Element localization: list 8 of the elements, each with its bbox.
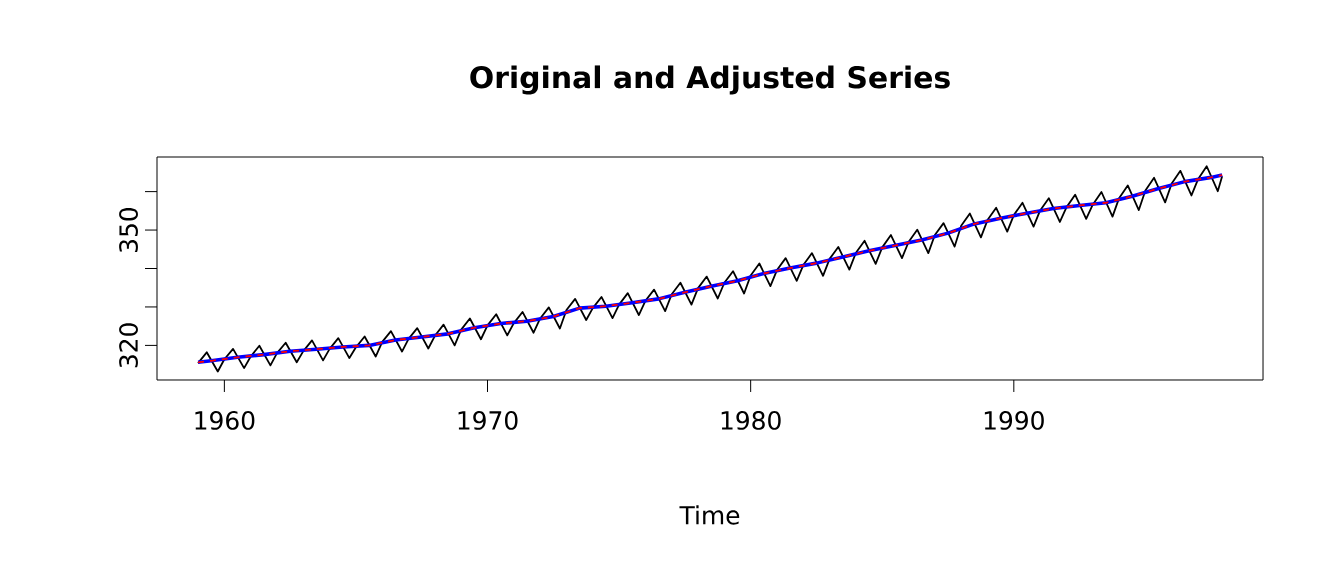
chart-title: Original and Adjusted Series bbox=[470, 65, 950, 95]
x-tick-label: 1990 bbox=[984, 411, 1044, 430]
x-tick-label: 1970 bbox=[458, 411, 518, 430]
y-tick-label: 350 bbox=[119, 207, 138, 252]
y-tick-label: 320 bbox=[119, 323, 138, 368]
x-tick-label: 1960 bbox=[195, 411, 255, 430]
x-axis-title: Time bbox=[679, 505, 740, 525]
x-tick-label: 1980 bbox=[721, 411, 781, 430]
